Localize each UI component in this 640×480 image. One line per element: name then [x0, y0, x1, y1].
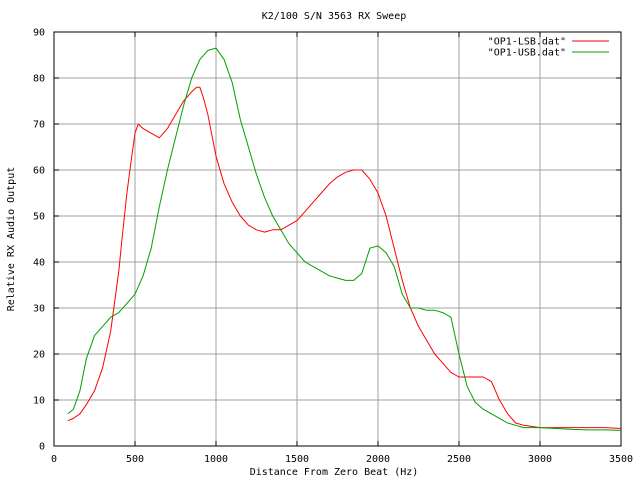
x-tick-label: 3000 [528, 454, 552, 465]
legend-label: "OP1-USB.dat" [488, 48, 566, 59]
y-tick-label: 60 [33, 166, 45, 177]
series-line-1 [67, 47, 622, 431]
y-tick-label: 10 [33, 396, 45, 407]
grid-lines [54, 32, 621, 446]
axis-ticks: 0 500 1000 1500 2000 2500 3000 3500 0 10 20 30 40 50 6… [33, 28, 633, 466]
legend-label: "OP1-LSB.dat" [488, 37, 566, 48]
x-tick-label: 500 [126, 454, 144, 465]
y-tick-label: 0 [39, 442, 45, 453]
series-line-0 [67, 86, 622, 429]
y-tick-label: 30 [33, 304, 45, 315]
x-tick-label: 1000 [204, 454, 228, 465]
y-tick-label: 80 [33, 74, 45, 85]
y-tick-label: 40 [33, 258, 45, 269]
series-lines [67, 47, 622, 431]
x-tick-label: 3500 [609, 454, 633, 465]
plot-frame [53, 31, 622, 447]
x-tick-label: 0 [51, 454, 57, 465]
chart-title: K2/100 S/N 3563 RX Sweep [262, 11, 407, 22]
x-axis-label: Distance From Zero Beat (Hz) [250, 467, 419, 478]
y-tick-label: 50 [33, 212, 45, 223]
y-tick-label: 20 [33, 350, 45, 361]
x-tick-label: 2500 [447, 454, 471, 465]
legend: "OP1-LSB.dat""OP1-USB.dat" [488, 37, 609, 59]
x-tick-label: 1500 [285, 454, 309, 465]
x-tick-label: 2000 [366, 454, 390, 465]
y-tick-label: 90 [33, 28, 45, 39]
y-axis-label: Relative RX Audio Output [6, 167, 17, 312]
y-tick-label: 70 [33, 120, 45, 131]
